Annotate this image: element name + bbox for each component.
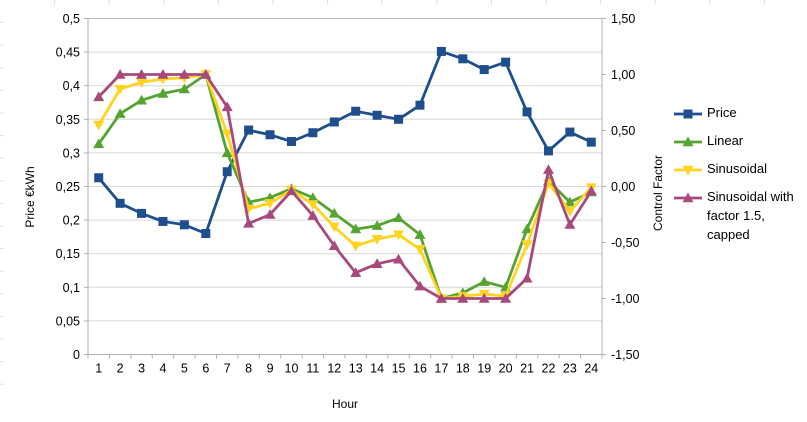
svg-text:11: 11 bbox=[306, 362, 319, 376]
svg-text:18: 18 bbox=[456, 362, 470, 376]
series-linear bbox=[93, 69, 597, 303]
x-axis-title: Hour bbox=[331, 397, 359, 411]
legend-item-linear: Linear bbox=[673, 131, 805, 150]
svg-text:1: 1 bbox=[95, 362, 102, 376]
svg-text:5: 5 bbox=[181, 362, 188, 376]
svg-text:19: 19 bbox=[477, 362, 491, 376]
series-sinusoidal-with-factor-1-5-capped bbox=[93, 69, 597, 303]
svg-text:22: 22 bbox=[542, 362, 556, 376]
svg-text:0,25: 0,25 bbox=[56, 180, 80, 194]
svg-text:-1,00: -1,00 bbox=[611, 292, 640, 306]
legend-item-price: Price bbox=[673, 103, 805, 122]
svg-text:0,15: 0,15 bbox=[56, 247, 80, 261]
svg-text:4: 4 bbox=[159, 362, 166, 376]
svg-text:6: 6 bbox=[202, 362, 209, 376]
svg-text:0,45: 0,45 bbox=[56, 46, 80, 60]
svg-text:8: 8 bbox=[245, 362, 252, 376]
svg-text:7: 7 bbox=[224, 362, 231, 376]
svg-text:23: 23 bbox=[563, 362, 577, 376]
svg-text:-0,50: -0,50 bbox=[611, 236, 640, 250]
legend-marker-icon bbox=[674, 165, 702, 176]
svg-text:-1,50: -1,50 bbox=[611, 348, 640, 362]
svg-text:1,00: 1,00 bbox=[611, 68, 635, 82]
legend-marker-icon bbox=[674, 109, 702, 119]
svg-text:0,4: 0,4 bbox=[63, 79, 80, 93]
svg-text:0,3: 0,3 bbox=[63, 146, 80, 160]
svg-text:0: 0 bbox=[73, 348, 80, 362]
svg-text:24: 24 bbox=[584, 362, 598, 376]
svg-text:0,5: 0,5 bbox=[63, 12, 80, 26]
legend: Price Linear Sinusoidal Sinusoidal with … bbox=[673, 103, 805, 244]
svg-text:21: 21 bbox=[520, 362, 534, 376]
legend-item-label: Sinusoidal bbox=[707, 161, 767, 176]
legend-item-sinusoidal: Sinusoidal bbox=[673, 159, 805, 178]
svg-text:0,1: 0,1 bbox=[63, 281, 80, 295]
svg-text:1,50: 1,50 bbox=[611, 12, 635, 26]
right-axis-title: Control Factor bbox=[651, 154, 665, 232]
svg-text:0,2: 0,2 bbox=[63, 214, 80, 228]
legend-item-sinusoidal-with-factor-1-5-capped: Sinusoidal with factor 1.5, capped bbox=[673, 187, 805, 244]
svg-text:0,35: 0,35 bbox=[56, 113, 80, 127]
series-price bbox=[94, 46, 596, 239]
legend-item-label: Linear bbox=[707, 133, 744, 148]
svg-text:13: 13 bbox=[349, 362, 363, 376]
svg-text:9: 9 bbox=[267, 362, 274, 376]
svg-text:10: 10 bbox=[285, 362, 299, 376]
svg-text:15: 15 bbox=[392, 362, 406, 376]
svg-text:0,05: 0,05 bbox=[56, 314, 80, 328]
legend-marker-icon bbox=[674, 192, 702, 203]
svg-text:12: 12 bbox=[327, 362, 341, 376]
svg-text:17: 17 bbox=[434, 362, 448, 376]
series-sinusoidal bbox=[93, 70, 597, 304]
svg-text:0,00: 0,00 bbox=[611, 180, 635, 194]
svg-text:14: 14 bbox=[370, 362, 384, 376]
svg-text:16: 16 bbox=[413, 362, 427, 376]
legend-item-label: Price bbox=[707, 105, 737, 120]
svg-text:2: 2 bbox=[117, 362, 124, 376]
legend-marker-icon bbox=[674, 136, 702, 147]
svg-text:3: 3 bbox=[138, 362, 145, 376]
svg-text:0,50: 0,50 bbox=[611, 124, 635, 138]
svg-text:20: 20 bbox=[499, 362, 513, 376]
left-axis-title: Price €kWh bbox=[23, 166, 37, 228]
legend-item-label: Sinusoidal with factor 1.5, capped bbox=[707, 189, 794, 242]
